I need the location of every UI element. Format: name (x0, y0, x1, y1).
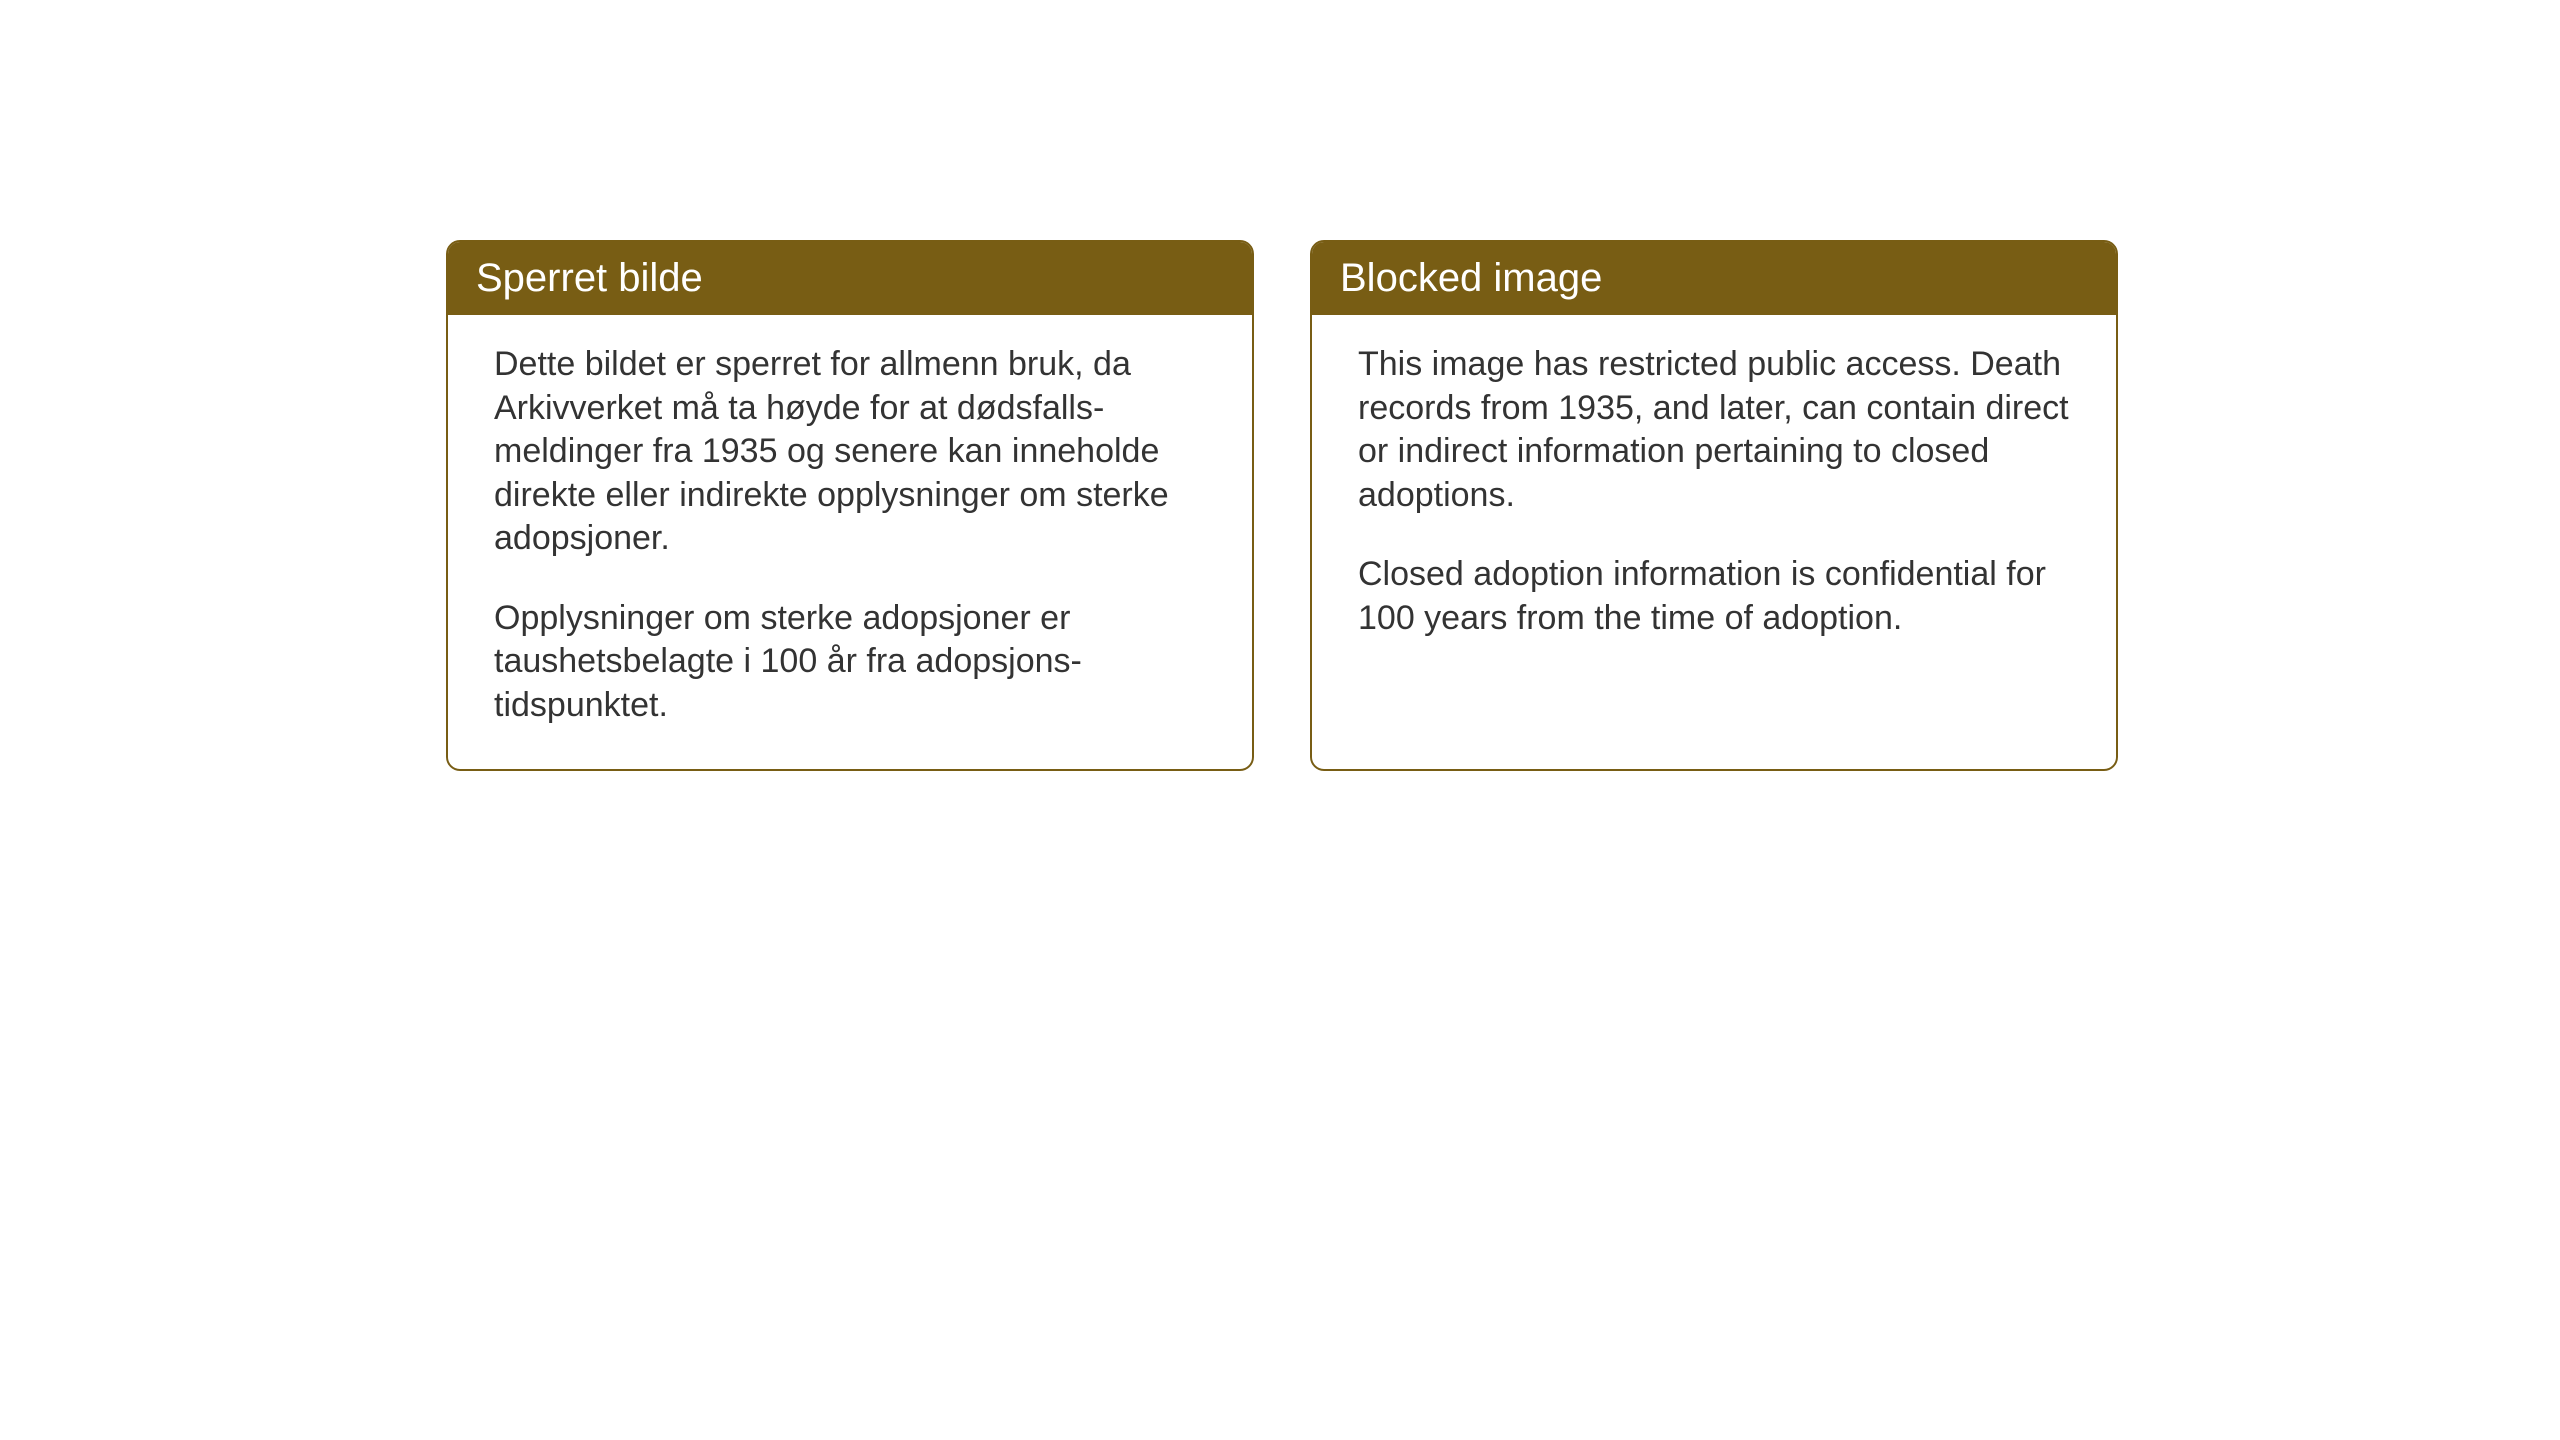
card-header-norwegian: Sperret bilde (448, 242, 1252, 315)
notice-card-english: Blocked image This image has restricted … (1310, 240, 2118, 771)
card-header-english: Blocked image (1312, 242, 2116, 315)
card-body-english: This image has restricted public access.… (1312, 315, 2116, 720)
paragraph-english-2: Closed adoption information is confident… (1358, 553, 2070, 640)
paragraph-norwegian-2: Opplysninger om sterke adopsjoner er tau… (494, 597, 1206, 728)
notice-container: Sperret bilde Dette bildet er sperret fo… (446, 240, 2118, 771)
notice-card-norwegian: Sperret bilde Dette bildet er sperret fo… (446, 240, 1254, 771)
card-body-norwegian: Dette bildet er sperret for allmenn bruk… (448, 315, 1252, 769)
paragraph-norwegian-1: Dette bildet er sperret for allmenn bruk… (494, 343, 1206, 561)
card-title-norwegian: Sperret bilde (476, 256, 703, 300)
card-title-english: Blocked image (1340, 256, 1602, 300)
paragraph-english-1: This image has restricted public access.… (1358, 343, 2070, 517)
